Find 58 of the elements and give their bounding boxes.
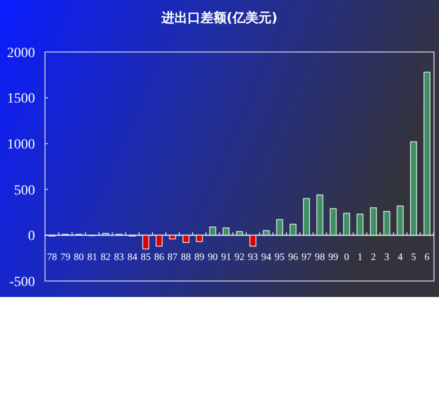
bar bbox=[196, 234, 203, 242]
bar bbox=[236, 231, 243, 236]
x-tick-label: 1 bbox=[358, 252, 363, 264]
bar bbox=[330, 208, 337, 236]
x-tick-label: 88 bbox=[180, 252, 191, 264]
x-tick-label: 82 bbox=[100, 252, 111, 264]
x-tick-label: 4 bbox=[398, 252, 403, 264]
bar bbox=[410, 141, 417, 236]
x-tick-label: 95 bbox=[274, 252, 285, 264]
bar bbox=[316, 194, 324, 236]
bar bbox=[343, 212, 350, 236]
bar bbox=[209, 226, 216, 236]
bar bbox=[156, 234, 163, 247]
x-tick-label: 93 bbox=[248, 252, 258, 264]
x-tick-label: 94 bbox=[261, 252, 272, 264]
bar bbox=[276, 219, 284, 236]
bar bbox=[249, 234, 256, 247]
y-tick-label: -500 bbox=[9, 274, 35, 290]
bar bbox=[370, 207, 377, 236]
bar bbox=[424, 72, 430, 236]
x-tick-label: 86 bbox=[154, 252, 164, 264]
x-tick-label: 79 bbox=[60, 252, 70, 264]
x-tick-label: 81 bbox=[87, 252, 98, 264]
x-tick-label: 78 bbox=[47, 252, 58, 264]
x-tick-label: 89 bbox=[194, 252, 204, 264]
bar bbox=[142, 234, 150, 250]
x-tick-label: 96 bbox=[288, 252, 298, 264]
chart-title: 进出口差额(亿美元) bbox=[160, 10, 278, 26]
bar bbox=[383, 210, 390, 236]
bar bbox=[303, 198, 310, 236]
x-tick-label: 91 bbox=[221, 252, 232, 264]
y-tick-label: 2000 bbox=[7, 46, 35, 61]
bar bbox=[356, 214, 364, 236]
bar bbox=[396, 205, 404, 236]
x-tick-label: 99 bbox=[328, 252, 338, 264]
bar bbox=[182, 234, 190, 243]
x-tick-label: 90 bbox=[208, 252, 218, 264]
bar bbox=[222, 227, 230, 236]
x-tick-label: 80 bbox=[74, 252, 84, 264]
x-tick-label: 87 bbox=[168, 252, 178, 264]
x-tick-label: 83 bbox=[114, 252, 124, 264]
bar bbox=[169, 234, 176, 240]
y-tick-label: 500 bbox=[14, 183, 35, 198]
x-tick-label: 85 bbox=[140, 252, 151, 264]
x-tick-label: 6 bbox=[424, 252, 430, 264]
y-tick-label: 1000 bbox=[7, 138, 35, 152]
bar bbox=[262, 230, 270, 236]
bar bbox=[290, 224, 296, 236]
x-tick-label: 5 bbox=[411, 252, 416, 264]
x-tick-label: 0 bbox=[344, 252, 350, 264]
x-tick-label: 2 bbox=[370, 252, 376, 264]
x-tick-label: 92 bbox=[234, 252, 244, 264]
y-tick-label: 1500 bbox=[7, 92, 35, 107]
y-tick-label: 0 bbox=[28, 229, 35, 244]
x-tick-label: 3 bbox=[384, 252, 390, 264]
x-tick-label: 97 bbox=[301, 252, 312, 264]
x-tick-label: 84 bbox=[127, 252, 138, 264]
x-tick-label: 98 bbox=[314, 252, 325, 264]
